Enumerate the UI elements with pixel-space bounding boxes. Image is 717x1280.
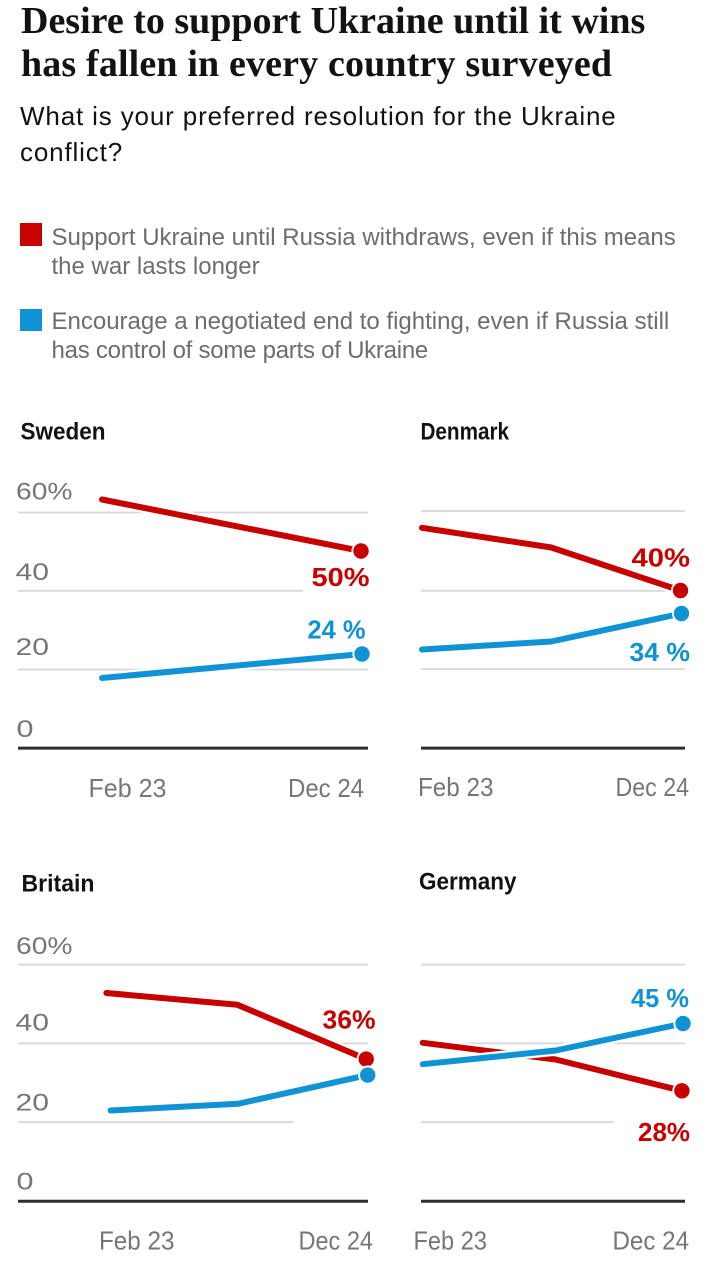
svg-text:Dec 24: Dec 24 <box>616 772 690 802</box>
svg-text:0: 0 <box>17 716 34 743</box>
svg-text:Dec 24: Dec 24 <box>288 773 364 803</box>
svg-text:Germany: Germany <box>419 869 517 896</box>
svg-text:50%: 50% <box>312 562 370 592</box>
svg-text:24 %: 24 % <box>308 615 366 645</box>
svg-text:40: 40 <box>16 1010 50 1037</box>
svg-text:Dec 24: Dec 24 <box>613 1226 690 1256</box>
svg-text:Britain: Britain <box>22 871 95 898</box>
svg-text:Feb 23: Feb 23 <box>89 773 167 803</box>
svg-text:40: 40 <box>16 559 50 586</box>
svg-text:28%: 28% <box>638 1117 690 1147</box>
svg-text:Sweden: Sweden <box>21 418 106 445</box>
svg-text:34 %: 34 % <box>630 637 691 667</box>
svg-text:45 %: 45 % <box>631 983 689 1013</box>
svg-text:60%: 60% <box>16 478 73 505</box>
svg-text:Feb 23: Feb 23 <box>418 772 494 802</box>
svg-text:20: 20 <box>16 634 50 661</box>
svg-text:Feb 23: Feb 23 <box>414 1226 488 1256</box>
svg-text:0: 0 <box>17 1169 34 1196</box>
svg-text:36%: 36% <box>323 1005 376 1035</box>
svg-text:Denmark: Denmark <box>421 419 510 446</box>
svg-text:40%: 40% <box>632 543 691 573</box>
svg-text:Dec 24: Dec 24 <box>299 1226 374 1256</box>
svg-text:20: 20 <box>16 1089 50 1116</box>
svg-text:Feb 23: Feb 23 <box>99 1226 175 1256</box>
svg-text:60%: 60% <box>16 933 73 960</box>
